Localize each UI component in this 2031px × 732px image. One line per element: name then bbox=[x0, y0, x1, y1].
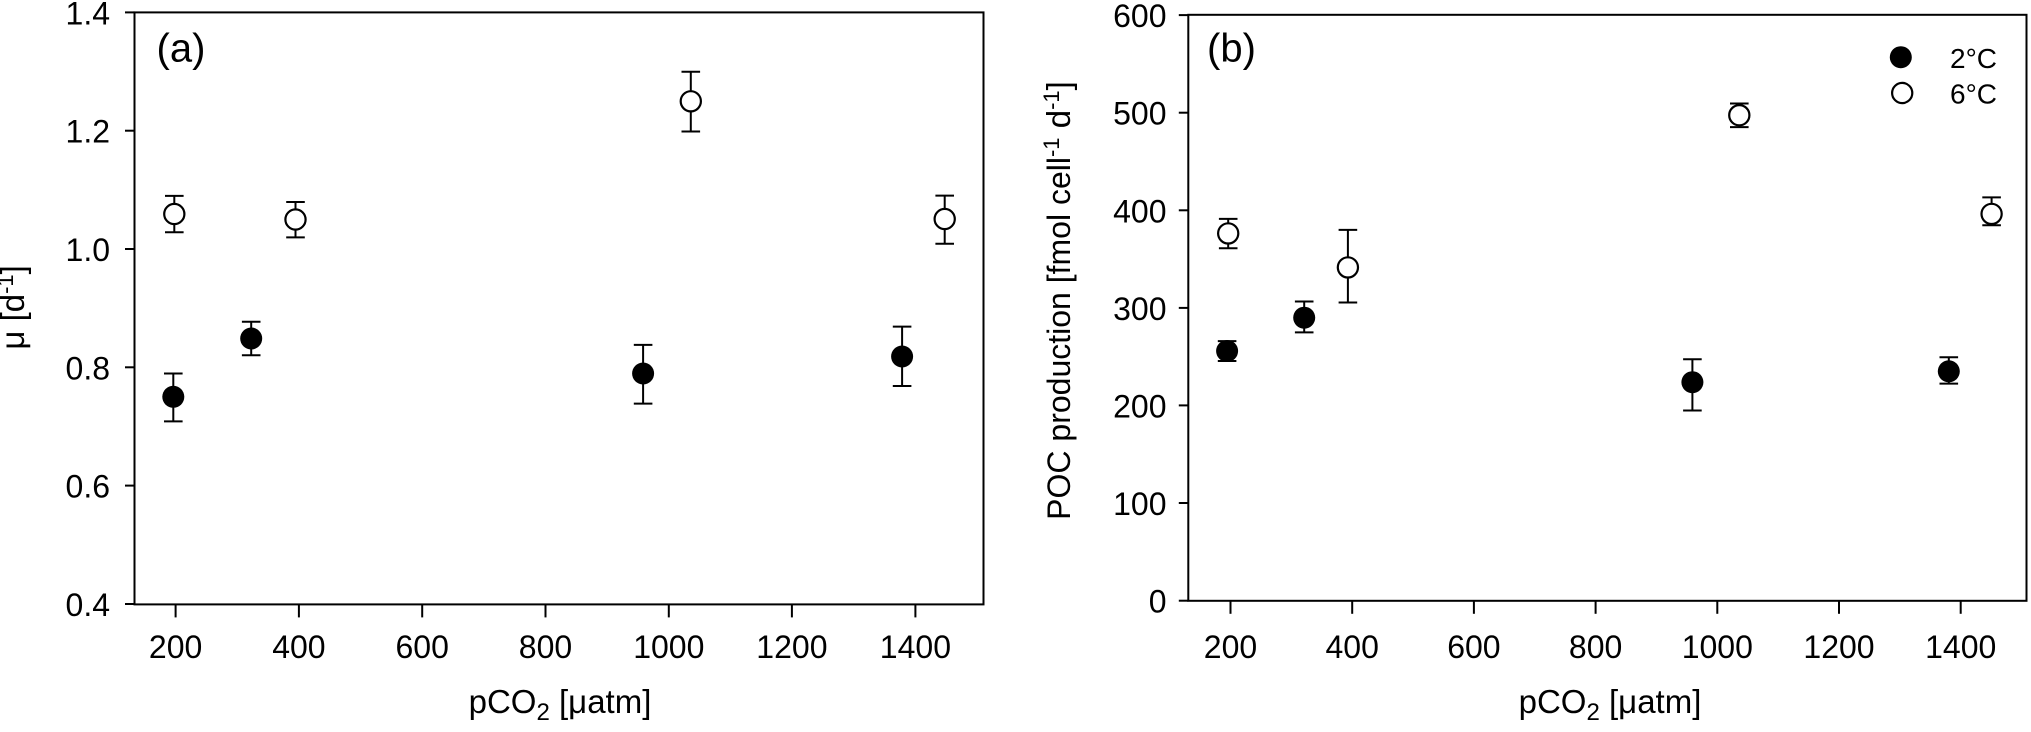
svg-text:0.6: 0.6 bbox=[66, 469, 110, 505]
svg-text:600: 600 bbox=[1447, 629, 1500, 665]
svg-text:300: 300 bbox=[1113, 291, 1166, 327]
svg-text:600: 600 bbox=[396, 629, 449, 665]
svg-text:1200: 1200 bbox=[756, 629, 827, 665]
svg-text:0: 0 bbox=[1149, 584, 1167, 620]
svg-text:200: 200 bbox=[1204, 629, 1257, 665]
svg-text:0.8: 0.8 bbox=[66, 350, 110, 386]
svg-text:200: 200 bbox=[149, 629, 202, 665]
svg-text:400: 400 bbox=[1113, 193, 1166, 229]
svg-text:1000: 1000 bbox=[1682, 629, 1753, 665]
svg-text:0.4: 0.4 bbox=[66, 587, 110, 623]
svg-text:1400: 1400 bbox=[880, 629, 951, 665]
svg-text:2°C: 2°C bbox=[1950, 43, 1997, 74]
svg-text:μ [d-1]: μ [d-1] bbox=[0, 265, 31, 349]
svg-text:1.2: 1.2 bbox=[66, 114, 110, 150]
svg-text:1200: 1200 bbox=[1803, 629, 1874, 665]
svg-text:6°C: 6°C bbox=[1950, 78, 1997, 109]
svg-text:(b): (b) bbox=[1207, 27, 1256, 71]
svg-text:500: 500 bbox=[1113, 96, 1166, 132]
svg-text:400: 400 bbox=[1326, 629, 1379, 665]
svg-text:1.4: 1.4 bbox=[66, 0, 110, 31]
svg-text:pCO2 [μatm]: pCO2 [μatm] bbox=[469, 683, 652, 726]
svg-text:100: 100 bbox=[1113, 486, 1166, 522]
svg-text:800: 800 bbox=[519, 629, 572, 665]
svg-text:1400: 1400 bbox=[1925, 629, 1996, 665]
svg-text:200: 200 bbox=[1113, 388, 1166, 424]
svg-text:800: 800 bbox=[1569, 629, 1622, 665]
svg-text:400: 400 bbox=[272, 629, 325, 665]
svg-text:(a): (a) bbox=[157, 27, 206, 71]
svg-text:600: 600 bbox=[1113, 0, 1166, 34]
svg-text:pCO2 [μatm]: pCO2 [μatm] bbox=[1519, 683, 1702, 726]
svg-text:1.0: 1.0 bbox=[66, 232, 110, 268]
svg-text:1000: 1000 bbox=[633, 629, 704, 665]
